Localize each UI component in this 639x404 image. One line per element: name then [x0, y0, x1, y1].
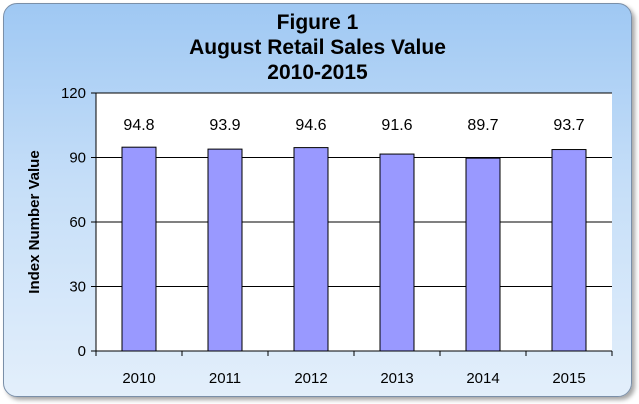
data-label-2012: 94.6 — [295, 117, 326, 134]
y-tick-label: 120 — [61, 85, 86, 102]
x-tick-label-2013: 2013 — [380, 370, 413, 387]
x-tick-label-2010: 2010 — [122, 370, 155, 387]
data-label-2015: 93.7 — [553, 117, 584, 134]
bar-2010 — [121, 146, 157, 352]
data-label-2013: 91.6 — [381, 117, 412, 134]
y-tick-label: 30 — [69, 279, 86, 296]
x-tick-label-2012: 2012 — [294, 370, 327, 387]
bar-2015 — [551, 149, 587, 352]
chart-title-line-1: Figure 1 — [276, 11, 359, 34]
chart-title-line-3: 2010-2015 — [267, 61, 368, 84]
data-label-2010: 94.8 — [123, 117, 154, 134]
y-tick-label: 90 — [69, 150, 86, 167]
chart-title-line-2: August Retail Sales Value — [189, 36, 446, 59]
y-axis-label: Index Number Value — [26, 150, 43, 293]
bar-2014 — [465, 157, 501, 352]
x-tick-label-2014: 2014 — [466, 370, 499, 387]
x-tick-label-2015: 2015 — [552, 370, 585, 387]
bar-2011 — [207, 148, 243, 352]
x-tick-label-2011: 2011 — [209, 370, 241, 387]
chart-title: Figure 1 August Retail Sales Value 2010-… — [4, 10, 631, 85]
bar-2012 — [293, 147, 329, 352]
y-tick-label: 60 — [69, 214, 86, 231]
bar-2013 — [379, 153, 415, 352]
data-label-2011: 93.9 — [209, 117, 240, 134]
data-label-2014: 89.7 — [467, 117, 498, 134]
y-tick-label: 0 — [78, 343, 86, 360]
